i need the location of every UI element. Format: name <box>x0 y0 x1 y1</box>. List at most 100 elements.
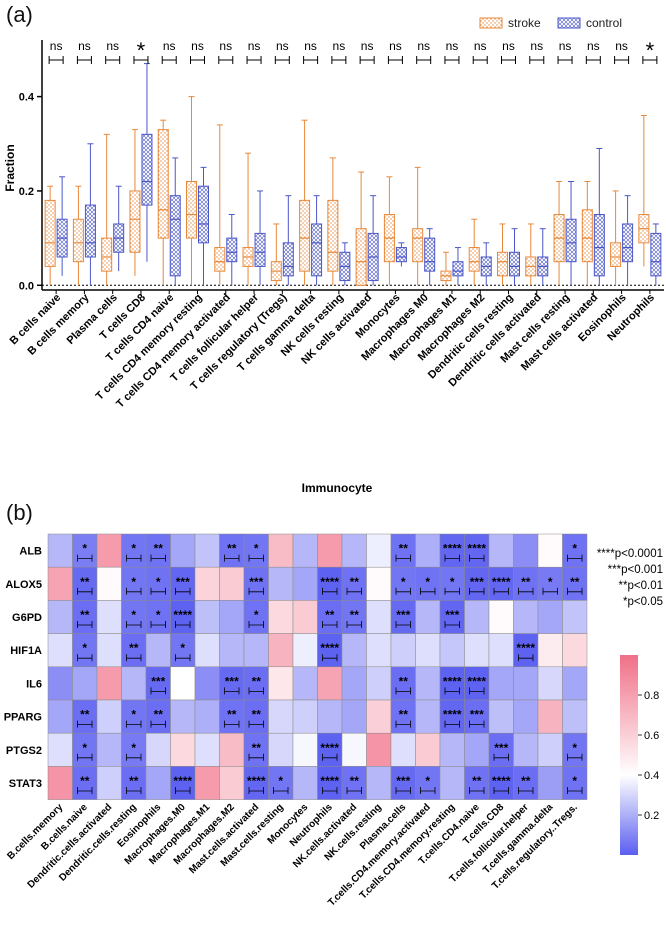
heatmap-cell <box>562 699 588 734</box>
heatmap-bracket <box>444 687 460 695</box>
heatmap-bracket <box>224 720 240 728</box>
heatmap-star: ** <box>154 708 164 722</box>
heatmap-bracket <box>469 720 485 728</box>
heatmap-bracket <box>175 587 191 595</box>
heatmap-bracket <box>444 621 460 628</box>
heatmap-cell <box>415 732 441 767</box>
heatmap-bracket <box>395 720 411 728</box>
heatmap-bracket <box>322 587 338 595</box>
heatmap-star: ** <box>227 542 237 556</box>
heatmap-cell <box>121 699 147 734</box>
heatmap-bracket <box>567 753 583 761</box>
heatmap-cell <box>219 600 245 634</box>
heatmap-star: **** <box>492 575 511 589</box>
heatmap-cell <box>243 666 269 701</box>
legend-label-control: control <box>586 16 622 30</box>
significance-label: * <box>137 38 146 63</box>
heatmap-cell <box>317 533 343 568</box>
heatmap-cell <box>268 566 294 601</box>
heatmap-cell <box>219 633 245 668</box>
heatmap-bracket <box>77 654 93 662</box>
heatmap-cell <box>488 600 514 634</box>
control-box <box>650 232 662 277</box>
heatmap-bracket <box>346 621 362 628</box>
heatmap-cell <box>439 766 465 800</box>
heatmap-bracket <box>224 687 240 695</box>
heatmap-cell <box>145 699 171 734</box>
heatmap-cell <box>292 666 318 701</box>
heatmap-cell <box>341 766 367 800</box>
heatmap-star: * <box>572 774 577 788</box>
heatmap-cell <box>96 566 122 601</box>
heatmap-cell <box>72 600 98 634</box>
heatmap-cell <box>219 566 245 601</box>
heatmap-cell <box>47 766 73 800</box>
heatmap-bracket <box>420 587 436 595</box>
heatmap-cell <box>121 732 147 767</box>
heatmap-bracket <box>567 587 583 595</box>
heatmap-cell <box>243 732 269 767</box>
heatmap-bracket <box>322 621 338 628</box>
heatmap-star: ** <box>80 608 90 622</box>
heatmap-cell <box>562 633 588 668</box>
heatmap-row-label: IL6 <box>26 678 42 690</box>
heatmap-bracket <box>322 654 338 662</box>
heatmap-star: *** <box>470 708 484 722</box>
heatmap-cell <box>562 533 588 568</box>
heatmap-bracket <box>126 554 142 562</box>
heatmap-cell <box>513 533 539 568</box>
heatmap-cell <box>243 699 269 734</box>
heatmap-bracket <box>273 787 289 794</box>
heatmap-cell <box>47 533 73 568</box>
heatmap-cell <box>292 566 318 601</box>
significance-label: ns <box>191 39 204 53</box>
heatmap-cell <box>415 666 441 701</box>
heatmap-cell <box>390 533 416 568</box>
heatmap-cell <box>194 566 220 601</box>
heatmap-cell <box>562 600 588 634</box>
heatmap-cell <box>366 666 392 701</box>
heatmap-bracket <box>77 753 93 761</box>
control-box <box>593 214 605 277</box>
heatmap-cell <box>488 533 514 568</box>
heatmap-star: *** <box>151 674 165 688</box>
heatmap-cell <box>439 566 465 601</box>
heatmap-bracket <box>444 587 460 595</box>
significance-legend: ****p<0.0001 ***p<0.001 **p<0.01 *p<0.05 <box>597 548 663 608</box>
significance-label: ns <box>78 39 91 53</box>
heatmap-cell <box>47 633 73 668</box>
heatmap-star: * <box>131 741 136 755</box>
heatmap-cell <box>513 732 539 767</box>
heatmap-star: **** <box>247 774 266 788</box>
heatmap-bracket <box>175 621 191 628</box>
heatmap-star: * <box>254 542 259 556</box>
heatmap-star: *** <box>176 575 190 589</box>
heatmap-star: ** <box>521 774 531 788</box>
heatmap-bracket <box>469 787 485 794</box>
heatmap-cell <box>96 766 122 800</box>
heatmap-star: ** <box>350 774 360 788</box>
control-box <box>254 232 266 267</box>
heatmap-star: * <box>131 575 136 589</box>
heatmap-star: * <box>548 575 553 589</box>
stroke-box <box>355 228 367 286</box>
heatmap-cell <box>341 533 367 568</box>
heatmap-cell <box>268 699 294 734</box>
heatmap-cell <box>513 566 539 601</box>
heatmap-star: *** <box>396 774 410 788</box>
heatmap-star: ** <box>325 608 335 622</box>
significance-label: ns <box>106 39 119 53</box>
significance-legend-item: ***p<0.001 <box>608 564 663 576</box>
significance-label: ns <box>446 39 459 53</box>
significance-label: ns <box>333 39 346 53</box>
heatmap-cell <box>439 633 465 668</box>
heatmap-cell <box>317 600 343 634</box>
heatmap-cell <box>145 732 171 767</box>
heatmap-cell <box>513 766 539 800</box>
heatmap-bracket <box>444 554 460 562</box>
heatmap-star: * <box>450 575 455 589</box>
heatmap-cell <box>96 533 122 568</box>
colorbar-tick-label: 0.2 <box>644 810 659 822</box>
heatmap-cell <box>513 666 539 701</box>
significance-label: ns <box>276 39 289 53</box>
